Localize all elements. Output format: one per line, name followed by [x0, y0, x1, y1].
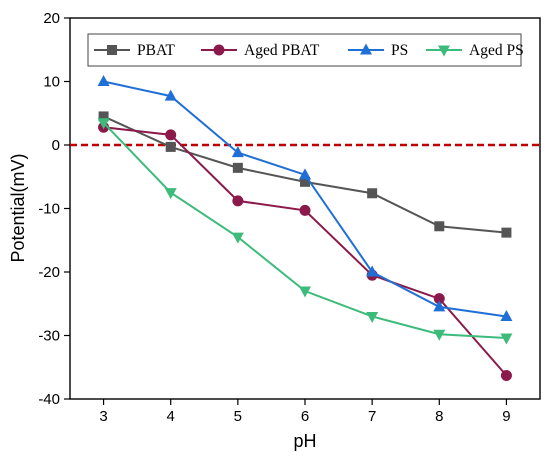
x-tick-label: 6: [301, 408, 309, 425]
data-point-aged-ps: [97, 118, 110, 130]
y-tick-label: 0: [52, 137, 60, 154]
data-point-aged-pbat: [433, 293, 445, 305]
y-tick-label: 10: [43, 74, 60, 91]
series-aged-pbat: [98, 121, 512, 382]
y-tick-label: -40: [38, 391, 60, 408]
legend-item-ps: PS: [348, 42, 408, 59]
x-tick-label: 5: [234, 408, 242, 425]
series-line-aged-pbat: [103, 126, 508, 377]
data-point-aged-ps: [366, 311, 379, 323]
legend-label: PS: [391, 42, 408, 59]
data-point-aged-ps: [299, 286, 311, 298]
y-tick-label: -20: [38, 264, 60, 281]
y-tick-label: -10: [38, 201, 60, 218]
legend-swatch-marker: [213, 44, 225, 56]
data-point-ps: [366, 265, 379, 277]
data-point-aged-ps: [500, 333, 513, 345]
data-point-ps: [164, 89, 177, 101]
data-point-ps: [500, 309, 513, 321]
legend-label: Aged PS: [469, 42, 524, 59]
data-point-aged-ps: [433, 329, 446, 341]
series-line-ps: [103, 80, 507, 318]
data-point-pbat: [501, 227, 512, 238]
legend-item-pbat: PBAT: [94, 42, 175, 59]
data-point-ps: [299, 168, 311, 180]
series-group: [97, 75, 513, 382]
x-axis-ticks: 3 4 5 6 7 8 9: [99, 399, 511, 425]
data-point-aged-pbat: [232, 195, 244, 207]
data-point-aged-pbat: [500, 370, 512, 382]
data-point-pbat: [165, 141, 176, 152]
data-point-pbat: [300, 176, 310, 187]
legend-swatch-marker: [107, 45, 117, 55]
x-tick-label: 8: [435, 408, 443, 425]
legend-item-aged-pbat: Aged PBAT: [201, 42, 320, 59]
series-aged-ps: [97, 118, 513, 345]
x-axis-title: pH: [293, 431, 316, 451]
data-point-aged-ps: [231, 232, 244, 244]
data-point-ps: [433, 300, 446, 312]
data-point-pbat: [232, 162, 243, 173]
legend-swatch-marker: [438, 45, 450, 57]
data-point-pbat: [98, 111, 109, 122]
x-tick-label: 4: [167, 408, 175, 425]
data-point-ps: [97, 75, 110, 86]
data-point-pbat: [434, 221, 445, 232]
series-pbat: [98, 111, 512, 238]
x-tick-label: 3: [99, 408, 107, 425]
series-ps: [97, 75, 513, 321]
data-point-aged-ps: [164, 188, 177, 200]
legend-label: PBAT: [137, 42, 175, 59]
y-tick-label: -30: [38, 328, 60, 345]
y-axis-title: Potential(mV): [8, 153, 28, 262]
x-tick-label: 7: [368, 408, 376, 425]
data-point-ps: [231, 146, 244, 158]
y-axis-ticks: -40 -30 -20 -10 0 10 20: [38, 10, 70, 408]
legend-swatch-marker: [360, 43, 372, 55]
legend-item-aged-ps: Aged PS: [426, 42, 524, 59]
data-point-pbat: [367, 188, 378, 199]
legend-label: Aged PBAT: [244, 42, 320, 59]
x-tick-label: 9: [502, 408, 510, 425]
y-tick-label: 20: [43, 10, 60, 27]
data-point-aged-pbat: [299, 204, 311, 216]
legend: PBAT Aged PBAT PS Aged PS: [87, 33, 524, 67]
data-point-aged-pbat: [165, 129, 177, 141]
